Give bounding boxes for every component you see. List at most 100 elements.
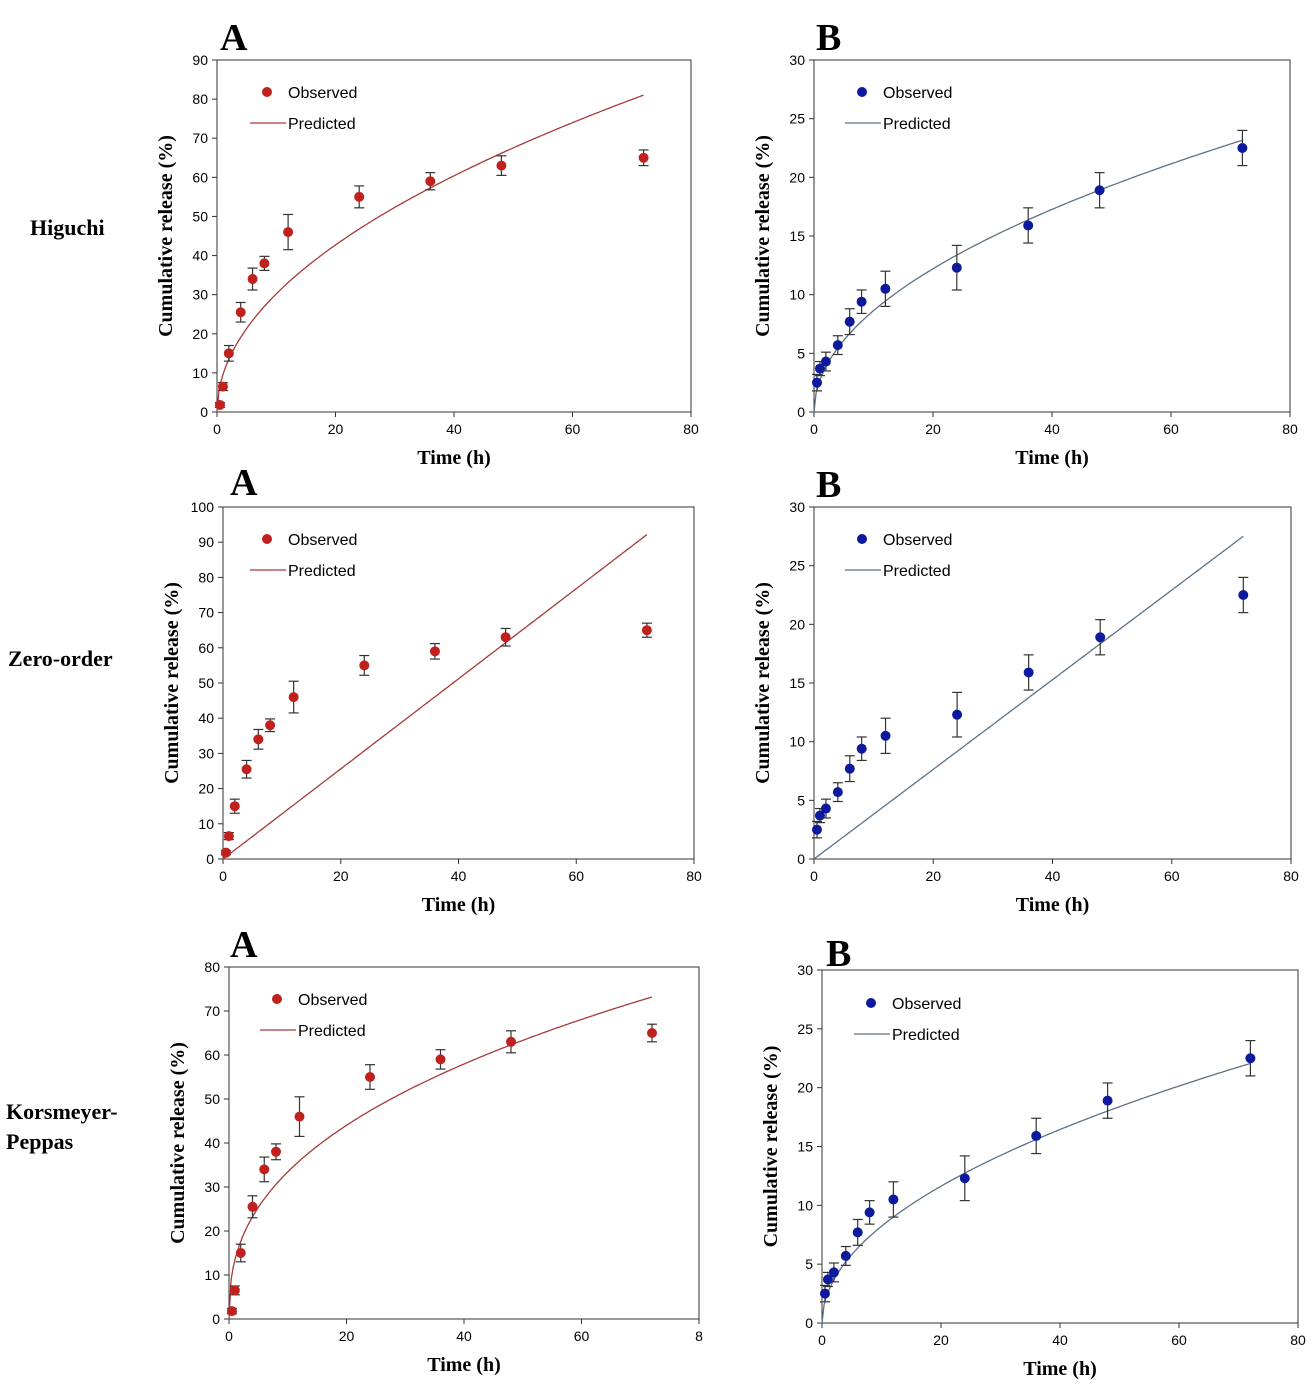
x-tick-label: 20 — [339, 1328, 355, 1344]
observed-point — [259, 258, 270, 269]
observed-point — [840, 1250, 851, 1261]
row-label-higuchi: Higuchi — [30, 215, 105, 240]
observed-point — [832, 787, 843, 798]
observed-point — [1102, 1095, 1113, 1106]
observed-point — [500, 632, 511, 643]
x-tick-label: 40 — [456, 1328, 472, 1344]
y-tick-label: 5 — [805, 1256, 813, 1272]
x-tick-label: 60 — [565, 421, 581, 437]
observed-point — [354, 191, 365, 202]
y-tick-label: 30 — [789, 499, 805, 515]
x-axis-label: Time (h) — [1015, 447, 1089, 469]
observed-point — [819, 1288, 830, 1299]
legend-marker — [262, 87, 272, 97]
y-tick-label: 80 — [204, 959, 220, 975]
predicted-line — [821, 1062, 1251, 1324]
y-tick-label: 60 — [192, 169, 208, 185]
x-tick-label: 20 — [925, 421, 941, 437]
x-tick-label: 60 — [574, 1328, 590, 1344]
y-axis-label: Cumulative release (%) — [167, 1042, 189, 1244]
predicted-line — [228, 996, 653, 1320]
x-tick-label: 0 — [219, 868, 227, 884]
observed-point — [506, 1036, 516, 1047]
observed-point — [217, 381, 228, 392]
y-tick-label: 20 — [789, 616, 805, 632]
y-tick-label: 30 — [789, 52, 805, 68]
y-axis-label: Cumulative release (%) — [760, 1046, 782, 1248]
observed-point — [247, 274, 258, 285]
x-tick-label: 20 — [333, 868, 349, 884]
panel-letter: A — [220, 17, 248, 59]
y-tick-label: 20 — [204, 1223, 220, 1239]
legend-observed: Observed — [892, 996, 961, 1013]
y-tick-label: 40 — [204, 1135, 220, 1151]
legend-observed: Observed — [288, 532, 357, 549]
observed-point — [253, 734, 264, 745]
observed-point — [844, 763, 855, 774]
y-tick-label: 40 — [192, 248, 208, 264]
observed-point — [880, 283, 891, 294]
x-tick-label: 0 — [225, 1328, 233, 1344]
y-tick-label: 100 — [191, 499, 215, 515]
legend-marker — [857, 87, 867, 97]
chart-2: B 0 20 40 60 80 0 5 10 15 20 25 30 Time (h) Cumulative… — [752, 17, 1298, 469]
observed-point — [828, 1267, 839, 1278]
y-tick-label: 0 — [206, 851, 214, 867]
legend-marker — [866, 998, 876, 1008]
plot-frame — [228, 966, 700, 1320]
y-tick-label: 20 — [797, 1080, 813, 1096]
y-tick-label: 70 — [204, 1003, 220, 1019]
panel-letter: A — [230, 462, 258, 504]
y-tick-label: 30 — [198, 745, 214, 761]
x-tick-label: 80 — [686, 868, 702, 884]
y-tick-label: 50 — [198, 675, 214, 691]
observed-point — [1031, 1130, 1042, 1141]
x-axis-label: Time (h) — [417, 447, 491, 469]
y-tick-label: 90 — [198, 534, 214, 550]
y-axis-label: Cumulative release (%) — [161, 582, 183, 784]
x-tick-label: 8 — [695, 1328, 703, 1344]
chart-3: A 0 20 40 60 80 0 10 20 30 40 50 60 70 80 90 100 Time (h)… — [161, 462, 702, 916]
observed-point — [214, 399, 225, 410]
observed-point — [429, 646, 440, 657]
x-tick-label: 60 — [1163, 421, 1179, 437]
observed-point — [288, 692, 299, 703]
y-axis-label: Cumulative release (%) — [752, 135, 774, 337]
observed-point — [1023, 667, 1034, 678]
observed-point — [852, 1227, 863, 1238]
x-tick-label: 80 — [683, 421, 699, 437]
y-tick-label: 50 — [192, 208, 208, 224]
observed-point — [425, 176, 436, 187]
panel-letter: A — [230, 924, 258, 966]
y-tick-label: 20 — [192, 326, 208, 342]
x-tick-label: 40 — [446, 421, 462, 437]
observed-point — [235, 307, 246, 318]
observed-point — [435, 1054, 446, 1065]
y-tick-label: 0 — [200, 404, 208, 420]
observed-point — [496, 160, 507, 171]
x-tick-label: 0 — [213, 421, 221, 437]
observed-point — [220, 847, 231, 858]
panel-letter: B — [816, 17, 841, 59]
x-axis-label: Time (h) — [1023, 1358, 1097, 1380]
y-tick-label: 0 — [805, 1315, 813, 1331]
observed-point — [271, 1146, 281, 1157]
observed-point — [880, 730, 891, 741]
y-tick-label: 10 — [192, 365, 208, 381]
legend-predicted: Predicted — [298, 1023, 366, 1040]
observed-point — [226, 1306, 237, 1317]
x-tick-label: 20 — [328, 421, 344, 437]
x-tick-label: 20 — [925, 868, 941, 884]
y-tick-label: 70 — [198, 605, 214, 621]
plot-frame — [821, 969, 1299, 1324]
y-tick-label: 15 — [797, 1139, 813, 1155]
observed-point — [641, 625, 652, 636]
predicted-line — [216, 94, 644, 413]
observed-point — [283, 227, 294, 238]
y-tick-label: 25 — [797, 1021, 813, 1037]
observed-point — [359, 660, 370, 671]
observed-point — [1023, 220, 1034, 231]
observed-point — [1238, 590, 1249, 600]
